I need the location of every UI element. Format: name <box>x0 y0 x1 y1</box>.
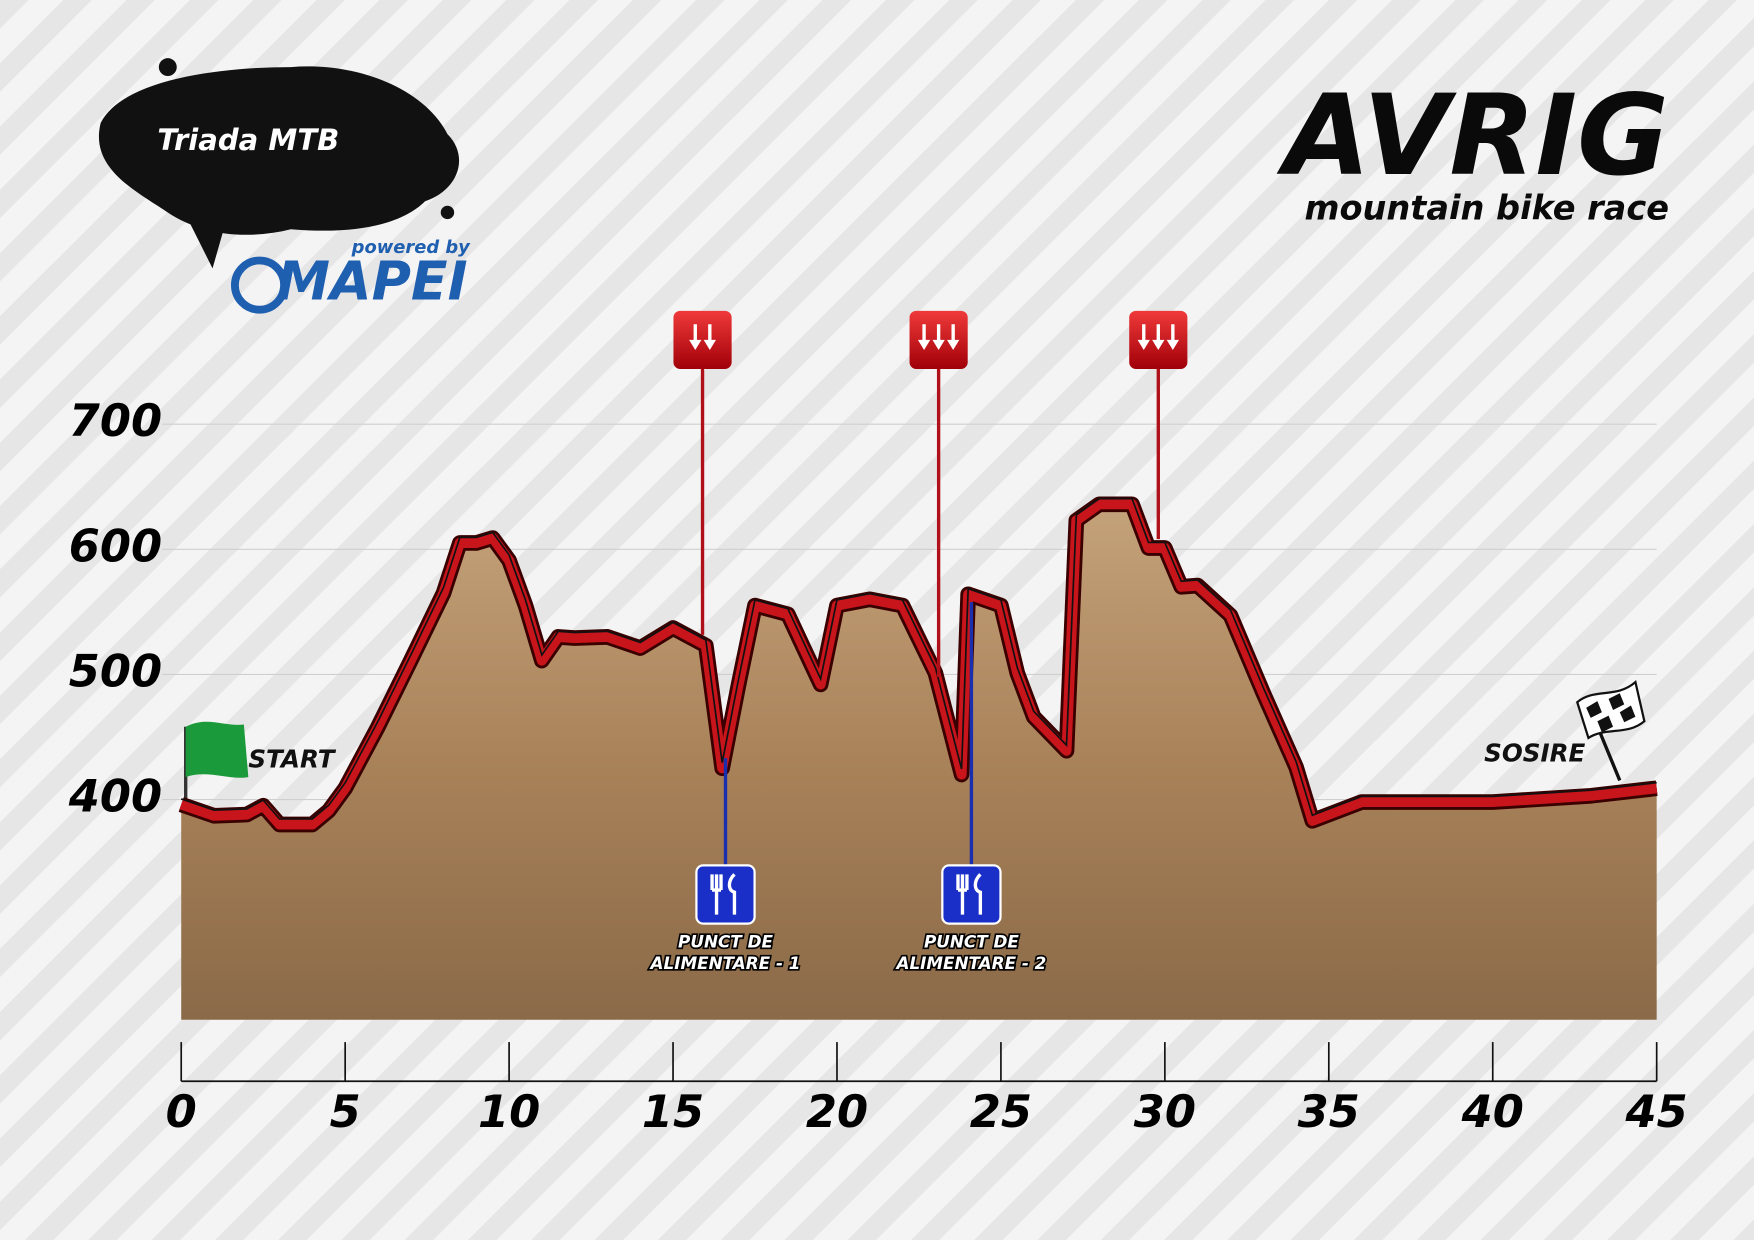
descent-marker <box>909 310 968 677</box>
x-tick-label: 25 <box>970 1085 1032 1138</box>
descent-arrow <box>1152 324 1165 350</box>
feed-icon <box>695 864 756 925</box>
x-tick-label: 5 <box>330 1085 361 1138</box>
feed-label: PUNCT DE <box>924 932 1019 952</box>
y-tick-label: 400 <box>68 770 162 823</box>
x-tick-label: 35 <box>1298 1085 1360 1138</box>
descent-icon <box>673 310 732 369</box>
feed-cutlery <box>956 873 983 915</box>
descent-arrow <box>917 324 931 350</box>
descent-arrow <box>689 324 702 350</box>
x-tick-label: 20 <box>806 1085 868 1138</box>
descent-marker <box>1129 310 1188 540</box>
x-tick-label: 45 <box>1625 1085 1688 1138</box>
descent-arrow <box>947 324 960 350</box>
logo-sponsor: MAPEI <box>277 250 468 313</box>
x-tick-label: 10 <box>478 1085 540 1138</box>
descent-arrow <box>1137 324 1150 350</box>
finish-flag <box>1575 679 1646 782</box>
feed-label: ALIMENTARE - 1 <box>649 953 801 973</box>
descent-arrow <box>932 324 945 350</box>
start-flag <box>184 721 249 806</box>
descent-arrow <box>1166 324 1179 350</box>
chart-subtitle: mountain bike race <box>1305 189 1669 228</box>
y-tick-label: 600 <box>69 519 162 572</box>
y-tick-label: 700 <box>69 394 162 447</box>
start-label: START <box>248 744 336 773</box>
x-tick-label: 30 <box>1134 1085 1196 1138</box>
logo-tagline: powered by <box>351 237 471 258</box>
feed-label: ALIMENTARE - 2 <box>894 953 1046 973</box>
logo: Triada MTB powered by MAPEI <box>98 58 471 314</box>
descent-arrow <box>703 324 716 350</box>
feed-icon <box>941 864 1002 925</box>
x-tick-label: 40 <box>1461 1085 1524 1138</box>
descent-marker <box>673 310 732 635</box>
feed-cutlery <box>710 873 737 915</box>
x-tick-label: 15 <box>642 1085 704 1138</box>
profile-line <box>179 499 1658 830</box>
chart-title: AVRIG <box>1276 71 1669 201</box>
y-tick-label: 500 <box>69 644 162 697</box>
profile-edge <box>180 497 1657 820</box>
finish-label: SOSIRE <box>1484 739 1585 768</box>
logo-name: Triada MTB <box>157 123 339 157</box>
x-tick-label: 0 <box>166 1085 197 1138</box>
feed-label: PUNCT DE <box>678 932 773 952</box>
terrain-area <box>181 504 1657 1020</box>
